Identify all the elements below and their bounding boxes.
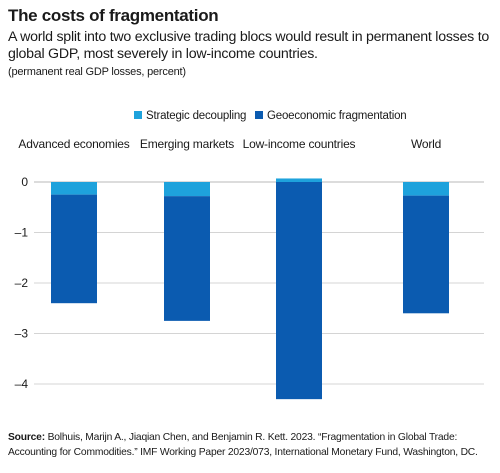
legend-item-geoeconomic: Geoeconomic fragmentation <box>255 110 407 122</box>
y-tick-label: –4 <box>15 377 29 391</box>
category-label: Advanced economies <box>18 137 129 151</box>
y-tick-label: 0 <box>21 175 28 189</box>
bar-geoeconomic <box>403 195 449 314</box>
legend-swatch-strategic <box>134 111 142 119</box>
category-label: Low-income countries <box>243 137 356 151</box>
unit-note: (permanent real GDP losses, percent) <box>8 66 186 78</box>
chart-title: The costs of fragmentation <box>8 6 219 25</box>
source-note: Source: Bolhuis, Marijn A., Jiaqian Chen… <box>8 430 494 460</box>
bar-strategic <box>403 182 449 196</box>
category-label: World <box>411 137 441 151</box>
bar-geoeconomic <box>164 196 210 321</box>
legend: Strategic decoupling Geoeconomic fragmen… <box>0 110 500 124</box>
category-label: Emerging markets <box>140 137 234 151</box>
y-tick-label: –2 <box>15 276 29 290</box>
bar-strategic <box>276 178 322 182</box>
legend-label-strategic: Strategic decoupling <box>146 110 247 122</box>
legend-item-strategic: Strategic decoupling <box>134 110 246 122</box>
bar-strategic <box>51 182 97 195</box>
y-tick-label: –3 <box>15 327 29 341</box>
bar-geoeconomic <box>276 182 322 400</box>
y-tick-label: –1 <box>15 226 29 240</box>
legend-label-geoeconomic: Geoeconomic fragmentation <box>267 110 407 122</box>
chart-subtitle: A world split into two exclusive trading… <box>8 29 490 62</box>
legend-swatch-geoeconomic <box>255 111 263 119</box>
bar-strategic <box>164 182 210 197</box>
source-text: Bolhuis, Marijn A., Jiaqian Chen, and Be… <box>8 432 478 458</box>
bar-geoeconomic <box>51 194 97 304</box>
source-label: Source: <box>8 432 45 443</box>
